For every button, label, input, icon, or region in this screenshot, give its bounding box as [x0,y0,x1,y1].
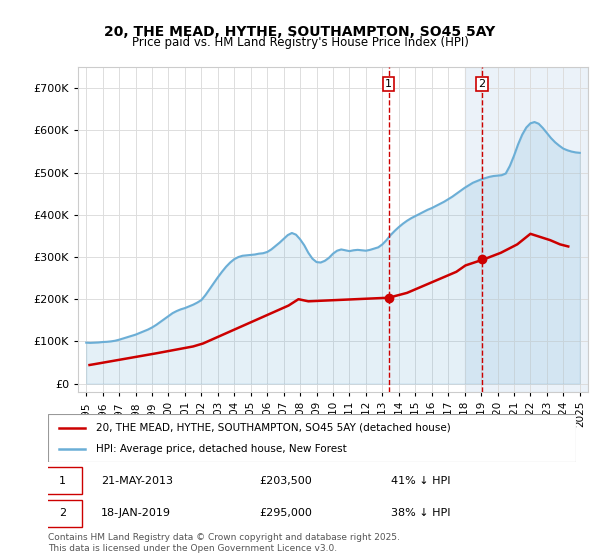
Text: 38% ↓ HPI: 38% ↓ HPI [391,508,451,518]
Text: £203,500: £203,500 [259,476,312,486]
Text: 1: 1 [59,476,66,486]
Text: 21-MAY-2013: 21-MAY-2013 [101,476,173,486]
Text: Price paid vs. HM Land Registry's House Price Index (HPI): Price paid vs. HM Land Registry's House … [131,36,469,49]
Text: 1: 1 [385,79,392,89]
Text: 2: 2 [59,508,66,518]
Text: 41% ↓ HPI: 41% ↓ HPI [391,476,451,486]
FancyBboxPatch shape [43,500,82,526]
Text: 20, THE MEAD, HYTHE, SOUTHAMPTON, SO45 5AY (detached house): 20, THE MEAD, HYTHE, SOUTHAMPTON, SO45 5… [95,423,450,433]
Text: £295,000: £295,000 [259,508,312,518]
FancyBboxPatch shape [43,468,82,494]
Text: 2: 2 [478,79,485,89]
Text: HPI: Average price, detached house, New Forest: HPI: Average price, detached house, New … [95,444,346,454]
Text: 20, THE MEAD, HYTHE, SOUTHAMPTON, SO45 5AY: 20, THE MEAD, HYTHE, SOUTHAMPTON, SO45 5… [104,25,496,39]
FancyBboxPatch shape [48,414,576,462]
Bar [466,67,588,392]
Text: Contains HM Land Registry data © Crown copyright and database right 2025.
This d: Contains HM Land Registry data © Crown c… [48,533,400,553]
Text: 18-JAN-2019: 18-JAN-2019 [101,508,171,518]
